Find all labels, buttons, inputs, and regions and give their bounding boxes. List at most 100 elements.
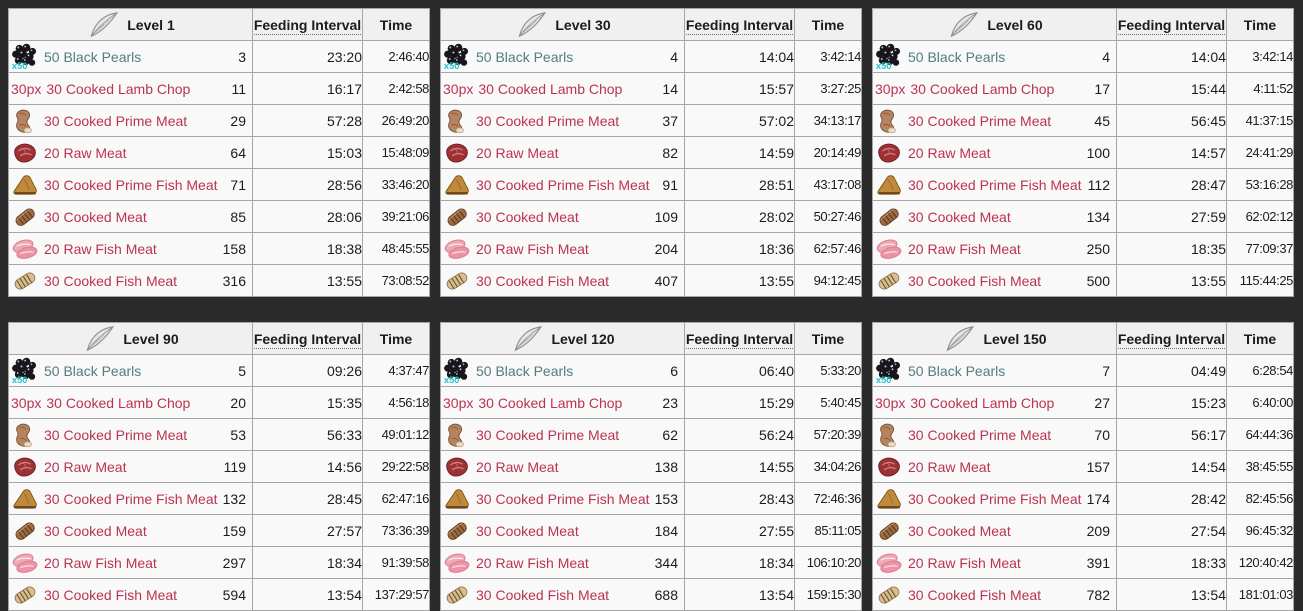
cooked-prime-meat-icon[interactable]	[875, 421, 903, 449]
cooked-prime-fish-meat-icon[interactable]	[443, 171, 471, 199]
raw-meat-icon[interactable]	[11, 453, 39, 481]
food-link[interactable]: 20 Raw Fish Meat	[476, 240, 589, 257]
feeding-interval-tooltip-term[interactable]: Feeding Interval	[685, 330, 794, 349]
cooked-prime-fish-meat-icon[interactable]	[875, 485, 903, 513]
raw-fish-meat-icon[interactable]	[443, 235, 471, 263]
food-link[interactable]: 20 Raw Meat	[908, 458, 991, 475]
cooked-meat-icon[interactable]	[875, 203, 903, 231]
broken-image-placeholder[interactable]: 30px	[875, 80, 906, 97]
raw-meat-icon[interactable]	[875, 453, 903, 481]
feeding-interval-header[interactable]: Feeding Interval	[1116, 8, 1227, 41]
raw-fish-meat-icon[interactable]	[11, 549, 39, 577]
broken-image-placeholder[interactable]: 30px	[443, 394, 474, 411]
food-link[interactable]: 30 Cooked Fish Meat	[44, 272, 178, 289]
cooked-prime-meat-icon[interactable]	[443, 107, 471, 135]
black-pearls-icon[interactable]	[11, 357, 39, 385]
cooked-prime-meat-icon[interactable]	[11, 421, 39, 449]
food-link[interactable]: 30 Cooked Meat	[908, 522, 1011, 539]
cooked-meat-icon[interactable]	[11, 517, 39, 545]
food-link[interactable]: 30 Cooked Fish Meat	[476, 272, 610, 289]
food-link[interactable]: 30 Cooked Prime Meat	[44, 426, 188, 443]
food-link[interactable]: 30 Cooked Lamb Chop	[46, 80, 191, 97]
raw-meat-icon[interactable]	[443, 139, 471, 167]
cooked-prime-meat-icon[interactable]	[875, 107, 903, 135]
feather-icon[interactable]	[82, 325, 116, 353]
food-link[interactable]: 20 Raw Fish Meat	[476, 554, 589, 571]
food-link[interactable]: 30 Cooked Prime Fish Meat	[908, 490, 1082, 507]
black-pearls-icon[interactable]	[443, 43, 471, 71]
cooked-meat-icon[interactable]	[875, 517, 903, 545]
food-link[interactable]: 30 Cooked Fish Meat	[908, 272, 1042, 289]
feather-icon[interactable]	[510, 325, 544, 353]
food-link[interactable]: 30 Cooked Prime Meat	[908, 426, 1052, 443]
feeding-interval-header[interactable]: Feeding Interval	[684, 322, 795, 355]
food-link[interactable]: 30 Cooked Prime Fish Meat	[908, 176, 1082, 193]
feather-icon[interactable]	[946, 11, 980, 39]
food-link[interactable]: 30 Cooked Meat	[44, 208, 147, 225]
food-link[interactable]: 30 Cooked Meat	[44, 522, 147, 539]
broken-image-placeholder[interactable]: 30px	[11, 80, 42, 97]
food-link[interactable]: 50 Black Pearls	[908, 48, 1006, 65]
food-link[interactable]: 20 Raw Fish Meat	[908, 554, 1021, 571]
raw-fish-meat-icon[interactable]	[875, 235, 903, 263]
food-link[interactable]: 50 Black Pearls	[908, 362, 1006, 379]
feeding-interval-tooltip-term[interactable]: Feeding Interval	[1117, 16, 1226, 35]
raw-fish-meat-icon[interactable]	[11, 235, 39, 263]
feeding-interval-header[interactable]: Feeding Interval	[684, 8, 795, 41]
feeding-interval-tooltip-term[interactable]: Feeding Interval	[1117, 330, 1226, 349]
black-pearls-icon[interactable]	[11, 43, 39, 71]
feeding-interval-tooltip-term[interactable]: Feeding Interval	[253, 330, 362, 349]
feeding-interval-tooltip-term[interactable]: Feeding Interval	[253, 16, 362, 35]
food-link[interactable]: 30 Cooked Fish Meat	[44, 586, 178, 603]
cooked-fish-meat-icon[interactable]	[11, 267, 39, 295]
raw-meat-icon[interactable]	[875, 139, 903, 167]
cooked-prime-fish-meat-icon[interactable]	[11, 171, 39, 199]
black-pearls-icon[interactable]	[875, 43, 903, 71]
feeding-interval-header[interactable]: Feeding Interval	[252, 8, 363, 41]
food-link[interactable]: 30 Cooked Prime Meat	[476, 112, 620, 129]
raw-fish-meat-icon[interactable]	[875, 549, 903, 577]
food-link[interactable]: 30 Cooked Prime Meat	[476, 426, 620, 443]
food-link[interactable]: 30 Cooked Lamb Chop	[478, 394, 623, 411]
feeding-interval-header[interactable]: Feeding Interval	[252, 322, 363, 355]
food-link[interactable]: 20 Raw Fish Meat	[44, 240, 157, 257]
feather-icon[interactable]	[942, 325, 976, 353]
cooked-meat-icon[interactable]	[443, 517, 471, 545]
food-link[interactable]: 20 Raw Meat	[44, 458, 127, 475]
feeding-interval-header[interactable]: Feeding Interval	[1116, 322, 1227, 355]
cooked-prime-fish-meat-icon[interactable]	[875, 171, 903, 199]
food-link[interactable]: 30 Cooked Prime Fish Meat	[476, 490, 650, 507]
raw-fish-meat-icon[interactable]	[443, 549, 471, 577]
food-link[interactable]: 30 Cooked Prime Fish Meat	[44, 176, 218, 193]
cooked-fish-meat-icon[interactable]	[875, 267, 903, 295]
food-link[interactable]: 50 Black Pearls	[476, 362, 574, 379]
cooked-fish-meat-icon[interactable]	[875, 581, 903, 609]
feather-icon[interactable]	[86, 11, 120, 39]
food-link[interactable]: 30 Cooked Lamb Chop	[910, 80, 1055, 97]
food-link[interactable]: 20 Raw Meat	[44, 144, 127, 161]
cooked-prime-meat-icon[interactable]	[443, 421, 471, 449]
food-link[interactable]: 50 Black Pearls	[476, 48, 574, 65]
food-link[interactable]: 20 Raw Fish Meat	[44, 554, 157, 571]
food-link[interactable]: 30 Cooked Lamb Chop	[910, 394, 1055, 411]
broken-image-placeholder[interactable]: 30px	[11, 394, 42, 411]
food-link[interactable]: 30 Cooked Fish Meat	[908, 586, 1042, 603]
broken-image-placeholder[interactable]: 30px	[443, 80, 474, 97]
cooked-prime-fish-meat-icon[interactable]	[11, 485, 39, 513]
food-link[interactable]: 50 Black Pearls	[44, 362, 142, 379]
cooked-prime-fish-meat-icon[interactable]	[443, 485, 471, 513]
food-link[interactable]: 30 Cooked Meat	[476, 208, 579, 225]
food-link[interactable]: 30 Cooked Meat	[476, 522, 579, 539]
cooked-meat-icon[interactable]	[443, 203, 471, 231]
food-link[interactable]: 30 Cooked Prime Meat	[908, 112, 1052, 129]
cooked-fish-meat-icon[interactable]	[11, 581, 39, 609]
food-link[interactable]: 30 Cooked Lamb Chop	[46, 394, 191, 411]
food-link[interactable]: 30 Cooked Prime Fish Meat	[44, 490, 218, 507]
food-link[interactable]: 50 Black Pearls	[44, 48, 142, 65]
food-link[interactable]: 30 Cooked Fish Meat	[476, 586, 610, 603]
food-link[interactable]: 20 Raw Fish Meat	[908, 240, 1021, 257]
broken-image-placeholder[interactable]: 30px	[875, 394, 906, 411]
raw-meat-icon[interactable]	[11, 139, 39, 167]
food-link[interactable]: 30 Cooked Meat	[908, 208, 1011, 225]
food-link[interactable]: 30 Cooked Prime Fish Meat	[476, 176, 650, 193]
